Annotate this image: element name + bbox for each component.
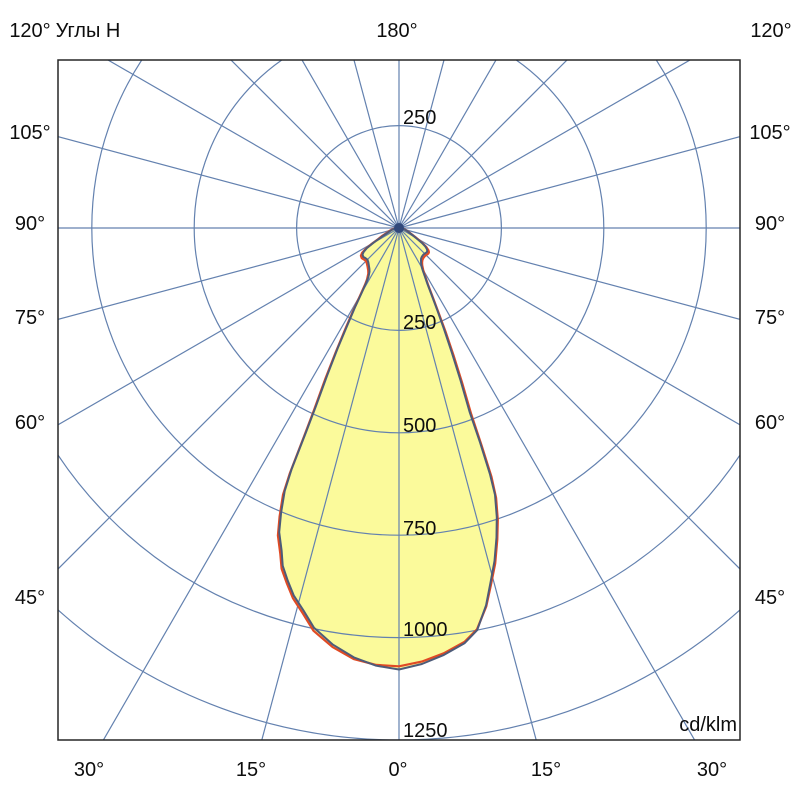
grid-angle-line xyxy=(230,60,400,229)
grid-angle-line xyxy=(102,227,400,740)
grid-angle-line xyxy=(398,136,740,229)
unit-label: cd/klm xyxy=(679,714,737,736)
grid-angle-line xyxy=(58,227,400,320)
bottom-axis-label-15L: 15° xyxy=(236,759,266,781)
ring-label-500: 500 xyxy=(403,415,436,437)
ring-label-750: 750 xyxy=(403,518,436,540)
grid-angle-line xyxy=(58,227,400,570)
right-axis-label-60: 60° xyxy=(755,412,785,434)
grid-angle-line xyxy=(398,60,497,229)
grid-angle-line xyxy=(58,136,400,229)
plot-border xyxy=(57,59,741,741)
ring-label-1000: 1000 xyxy=(403,619,448,641)
ring-label-250-upper: 250 xyxy=(403,107,436,129)
grid-angle-line xyxy=(398,227,740,426)
grid-angle-line xyxy=(398,60,568,229)
intensity-curves xyxy=(276,226,499,671)
ring-label-1250: 1250 xyxy=(403,720,448,742)
grid-angle-line xyxy=(398,60,445,229)
top-center-angle-label: 180° xyxy=(376,20,417,42)
blue-curve-fill xyxy=(279,227,497,670)
grid-angle-line xyxy=(58,227,400,426)
bottom-axis-label-30L: 30° xyxy=(74,759,104,781)
top-left-angle-label: 120° xyxy=(9,20,50,42)
right-axis-label-45: 45° xyxy=(755,587,785,609)
grid-angle-line xyxy=(398,227,740,320)
left-axis-label-90: 90° xyxy=(15,213,45,235)
grid-angle-line xyxy=(398,227,740,570)
ring-label-250: 250 xyxy=(403,312,436,334)
bottom-axis-label-15R: 15° xyxy=(531,759,561,781)
left-axis-label-105: 105° xyxy=(9,122,50,144)
right-axis-label-90: 90° xyxy=(755,213,785,235)
bottom-axis-label-30R: 30° xyxy=(697,759,727,781)
plane-label: Углы H xyxy=(56,20,121,42)
grid-angle-line xyxy=(301,60,400,229)
grid-angle-line xyxy=(398,227,537,740)
grid-angle-line xyxy=(353,60,400,229)
right-axis-label-75: 75° xyxy=(755,307,785,329)
left-axis-label-75: 75° xyxy=(15,307,45,329)
blue-curve xyxy=(278,226,498,671)
grid-angle-line xyxy=(261,227,400,740)
left-axis-label-45: 45° xyxy=(15,587,45,609)
origin-point xyxy=(394,223,404,233)
intensity-fill-layer xyxy=(277,227,498,670)
grid-angle-line xyxy=(398,60,692,229)
bottom-axis-label-0: 0° xyxy=(388,759,407,781)
grid-angle-line xyxy=(398,227,696,740)
grid-angle-line xyxy=(106,60,400,229)
top-right-angle-label: 120° xyxy=(750,20,791,42)
right-axis-label-105: 105° xyxy=(749,122,790,144)
left-axis-label-60: 60° xyxy=(15,412,45,434)
